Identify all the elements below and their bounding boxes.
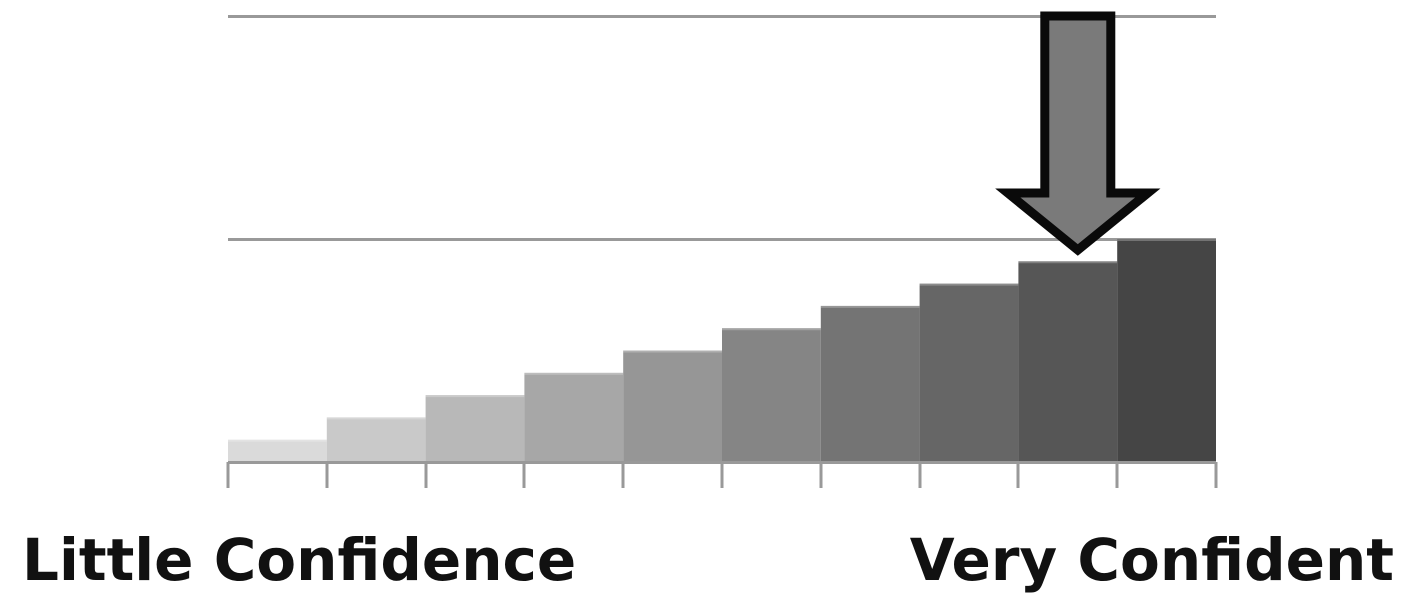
scale-label-right: Very Confident xyxy=(909,526,1394,594)
down-arrow-icon xyxy=(995,11,1161,256)
bar xyxy=(1018,261,1118,462)
bar xyxy=(1117,239,1216,462)
bar xyxy=(524,372,624,462)
x-axis xyxy=(226,461,1218,488)
bar xyxy=(820,305,920,462)
scale-label-left: Little Confidence xyxy=(22,526,577,594)
bar xyxy=(228,439,327,462)
bar xyxy=(919,283,1019,462)
bar xyxy=(326,417,426,462)
highlight-marker xyxy=(995,11,1161,256)
bar xyxy=(722,328,821,462)
bar xyxy=(623,350,722,462)
bars xyxy=(228,239,1216,462)
bar xyxy=(425,395,525,462)
